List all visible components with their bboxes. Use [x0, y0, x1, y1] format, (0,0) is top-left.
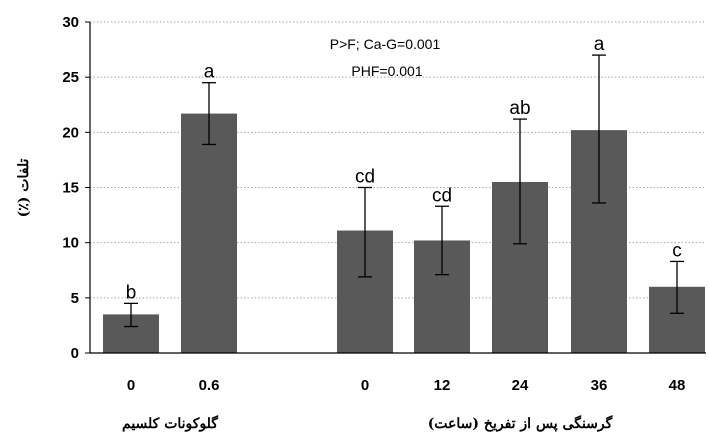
- significance-letter: cd: [432, 185, 452, 206]
- bar: [181, 113, 237, 354]
- y-tick-label: 15: [62, 180, 79, 197]
- x-tick-label: 0.6: [199, 377, 220, 394]
- significance-letter: a: [204, 62, 215, 83]
- significance-letter: c: [672, 240, 682, 261]
- group-labels: گلوکونات کلسیم گرسنگی پس از تفریخ (ساعت): [122, 415, 613, 432]
- stats-annotation-2: PHF=0.001: [351, 63, 422, 79]
- x-tick-label: 12: [434, 377, 451, 394]
- significance-letter: b: [126, 282, 137, 303]
- x-tick-label: 0: [127, 377, 135, 394]
- y-axis-label: تلفات (٪): [16, 159, 32, 218]
- x-tick-label: 24: [512, 377, 529, 394]
- group-label: گرسنگی پس از تفریخ (ساعت): [428, 415, 613, 432]
- significance-letters: b a cd cd ab a c: [126, 34, 682, 303]
- x-tick-labels: 0 0.6 0 12 24 36 48: [127, 377, 686, 394]
- x-tick-label: 0: [361, 377, 369, 394]
- y-tick-label: 25: [62, 69, 79, 86]
- stats-annotation-1: P>F; Ca-G=0.001: [330, 36, 441, 52]
- significance-letter: ab: [509, 98, 530, 119]
- axes: [85, 21, 706, 354]
- group-label: گلوکونات کلسیم: [122, 415, 218, 432]
- bars: [103, 113, 705, 354]
- x-tick-label: 36: [591, 377, 608, 394]
- y-tick-label: 20: [62, 124, 79, 141]
- significance-letter: a: [594, 34, 605, 55]
- y-tick-label: 0: [71, 345, 79, 362]
- y-tick-label: 10: [62, 235, 79, 252]
- y-tick-label: 30: [62, 14, 79, 31]
- significance-letter: cd: [355, 167, 375, 188]
- y-tick-label: 5: [71, 290, 79, 307]
- error-bars: [124, 54, 684, 328]
- x-tick-label: 48: [669, 377, 686, 394]
- y-tick-labels: 0 5 10 15 20 25 30: [62, 14, 79, 362]
